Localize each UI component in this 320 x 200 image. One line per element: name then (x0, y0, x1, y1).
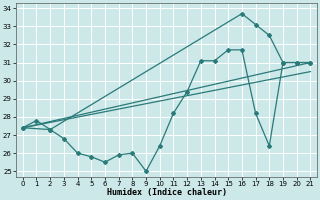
X-axis label: Humidex (Indice chaleur): Humidex (Indice chaleur) (107, 188, 227, 197)
